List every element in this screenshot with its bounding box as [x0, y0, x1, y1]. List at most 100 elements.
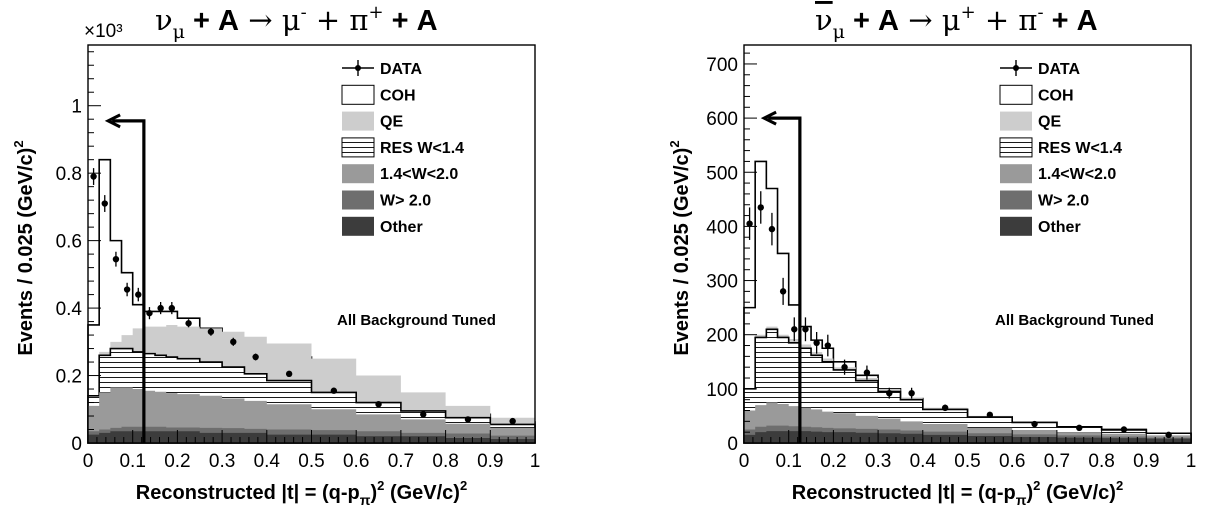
data-points [90, 168, 516, 425]
legend-swatch-w-2-0 [342, 190, 374, 210]
x-tick-label: 0.7 [388, 451, 414, 472]
legend-data-marker [355, 65, 361, 71]
x-tick-label: 0.2 [820, 451, 846, 472]
legend-swatch-coh [999, 84, 1033, 105]
x-tick-label: 0.4 [910, 451, 937, 472]
x-tick-label: 0.8 [1088, 451, 1114, 472]
data-point [1076, 424, 1083, 432]
x-tick-label: 0.7 [1044, 451, 1070, 472]
annotation: All Background Tuned [337, 312, 496, 329]
x-axis: 0 0.1 0.2 0.3 0.4 0.5 0.6 0.7 0.8 0.9 1 [83, 430, 541, 472]
legend-label: 1.4<W<2.0 [1038, 166, 1116, 183]
legend-label: Other [1038, 219, 1081, 236]
x-tick-label: 1 [530, 451, 541, 472]
x-tick-label: 0 [739, 451, 750, 472]
legend-swatch-qe [342, 111, 374, 131]
data-point [90, 173, 97, 180]
x-tick-label: 0.6 [343, 451, 369, 472]
x-tick-label: 0.1 [119, 451, 145, 472]
data-point [824, 342, 832, 349]
x-tick-label: 0.5 [954, 451, 980, 472]
legend-label: W> 2.0 [1038, 193, 1089, 210]
legend-label: Other [380, 219, 423, 236]
data-point [986, 411, 994, 419]
x-tick-label: 0.6 [999, 451, 1025, 472]
x-axis: 0 0.1 0.2 0.3 0.4 0.5 0.6 0.7 0.8 0.9 1 [739, 430, 1196, 472]
y-tick-label: 0.2 [56, 367, 82, 388]
legend-swatch-1-4-w-2-0 [1000, 164, 1032, 184]
cut-arrow [760, 110, 802, 443]
data-point [330, 387, 338, 394]
legend-swatch-res-w-1-4 [341, 137, 375, 158]
legend-label: QE [380, 114, 403, 131]
y-tick-label: 0.8 [56, 164, 82, 185]
data-point [230, 338, 237, 346]
annotation: All Background Tuned [995, 312, 1154, 329]
data-point [252, 353, 259, 361]
y-axis: 0 0.2 0.4 0.6 0.8 1 [56, 51, 101, 455]
x-tick-label: 0.3 [209, 451, 235, 472]
legend-label: RES W<1.4 [380, 140, 464, 157]
cut-arrow [104, 113, 146, 443]
legend-swatch-other [1000, 216, 1032, 236]
stacked-histograms [743, 160, 1192, 444]
y-axis: 0 100 200 300 400 500 600 700 [706, 52, 757, 455]
data-point [375, 401, 382, 408]
data-points [746, 191, 1172, 439]
legend-swatch-qe [1000, 111, 1032, 131]
legend-label: DATA [1038, 61, 1081, 78]
data-point [802, 326, 809, 333]
legend: DATA COH QE RES W<1.4 1.4<W<2.0 W> 2.0 Other [999, 60, 1122, 236]
x-tick-label: 0.8 [432, 451, 458, 472]
data-point [420, 411, 427, 418]
data-point [768, 225, 776, 233]
legend-swatch-w-2-0 [1000, 190, 1032, 210]
y-tick-label: 0 [71, 434, 82, 455]
data-point [135, 291, 142, 298]
legend-swatch-res-w-1-4 [999, 137, 1033, 158]
legend-label: W> 2.0 [380, 193, 431, 210]
x-axis-label: Reconstructed |t| = (q-pπ)2 (GeV/c)2Reco… [136, 478, 467, 508]
legend-swatch-1-4-w-2-0 [342, 164, 374, 184]
y-tick-label: 600 [706, 109, 738, 130]
data-point [1120, 426, 1128, 433]
stacked-histograms [87, 158, 536, 444]
data-point [779, 288, 787, 295]
x-tick-label: 0.1 [775, 451, 801, 472]
chart-title: νμ + A → μ+ + π- + Aν̄_μ + A → μ⁺ + π⁻ +… [815, 2, 1098, 43]
y-multiplier: ×10³ [84, 21, 123, 42]
x-tick-label: 0.9 [1133, 451, 1159, 472]
legend-swatch-coh [341, 84, 375, 105]
x-tick-label: 0.9 [477, 451, 503, 472]
cut-arrow-head [104, 113, 121, 129]
chart-left: 0 0.1 0.2 0.3 0.4 0.5 0.6 0.7 0.8 0.9 100.20.40.60… [11, 2, 540, 508]
data-point [746, 220, 753, 227]
data-point [464, 416, 472, 423]
data-point [1031, 420, 1038, 428]
data-point [146, 309, 153, 317]
y-tick-label: 1 [71, 97, 82, 118]
data-point [908, 389, 915, 397]
y-tick-label: 0.6 [56, 232, 82, 253]
legend-label: QE [1038, 114, 1061, 131]
y-tick-label: 0.4 [56, 299, 83, 320]
y-tick-label: 400 [706, 217, 738, 238]
data-point [863, 369, 871, 376]
x-tick-label: 0.2 [164, 451, 190, 472]
data-point [791, 326, 798, 333]
data-point [185, 320, 192, 327]
y-tick-label: 300 [706, 272, 738, 293]
y-tick-label: 200 [706, 326, 738, 347]
y-tick-label: 100 [706, 380, 738, 401]
data-point [168, 304, 176, 312]
legend-label: DATA [380, 61, 423, 78]
legend-label: COH [1038, 87, 1074, 104]
data-point [157, 304, 164, 312]
data-point [841, 363, 848, 371]
data-point [207, 328, 215, 335]
data-point [112, 255, 120, 263]
data-point [509, 417, 516, 425]
legend-label: 1.4<W<2.0 [380, 166, 458, 183]
